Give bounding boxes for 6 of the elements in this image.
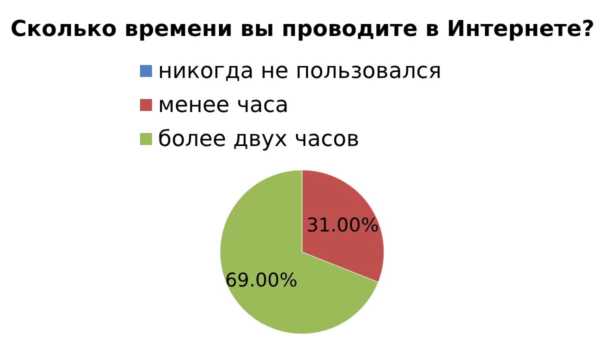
chart-title: Сколько времени вы проводите в Интернете?: [10, 17, 594, 42]
legend-label: никогда не пользовался: [158, 59, 442, 84]
data-label: 69.00%: [225, 270, 298, 292]
data-label: 31.00%: [306, 214, 379, 236]
legend-label: более двух часов: [158, 127, 360, 152]
legend-label: менее часа: [158, 93, 289, 118]
